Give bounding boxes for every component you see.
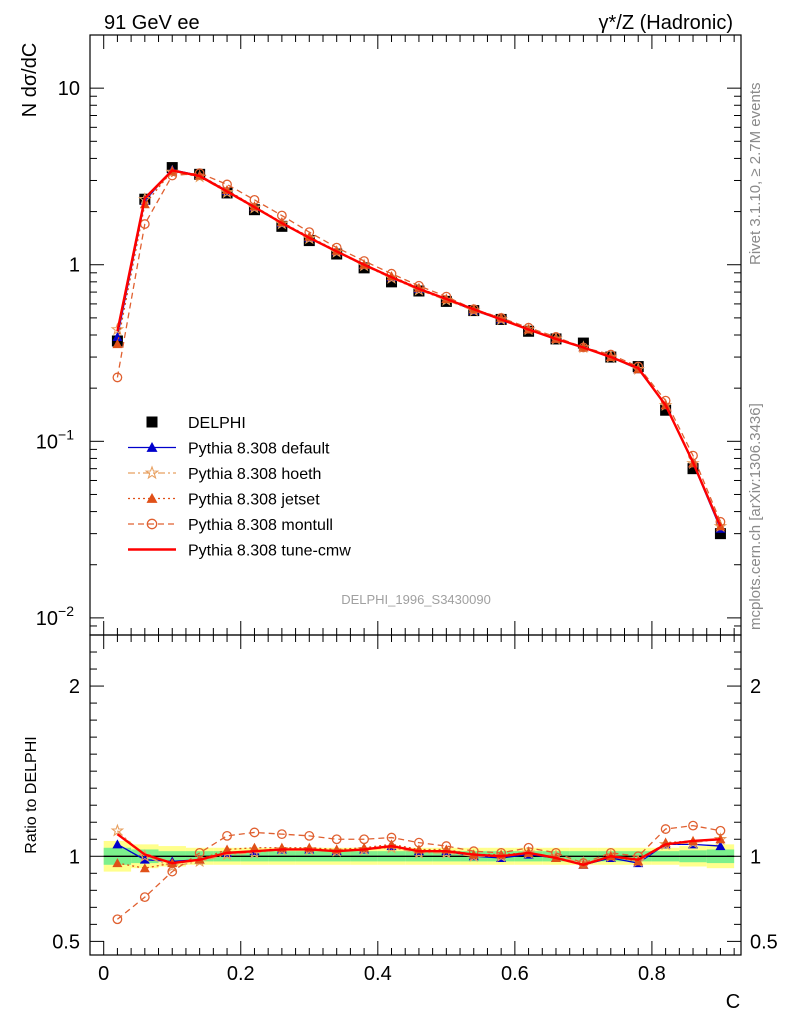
ratio-point-3-3 <box>194 847 205 858</box>
ratio-point-3-4 <box>222 830 232 841</box>
ratio-point-3-2 <box>167 866 178 877</box>
main-panel: 10 1 10−1 10−2 N dσ/dC <box>19 34 742 636</box>
legend: DELPHI Pythia 8.308 default Pythia 8.308 h… <box>128 415 351 560</box>
main-point-1-0 <box>112 331 123 341</box>
main-series-line-4 <box>116 172 722 523</box>
ratio-point-2-5 <box>249 842 260 852</box>
ratio-point-3-22 <box>715 825 726 836</box>
legend-marker-0 <box>146 416 158 428</box>
main-ylabel: N dσ/dC <box>19 43 41 118</box>
xtick-label: 0.6 <box>501 963 529 985</box>
ratio-point-1-0 <box>110 823 125 837</box>
ratio-point-3-1 <box>139 892 150 903</box>
main-point-4-4 <box>222 179 232 190</box>
main-point-4-5 <box>249 194 260 205</box>
main-point-0-21 <box>687 463 699 475</box>
mcplots-label: mcplots.cern.ch [arXiv:1306.3436] <box>747 403 764 630</box>
watermark: DELPHI_1996_S3430090 <box>341 592 491 607</box>
legend-marker-4 <box>146 518 158 530</box>
ratio-point-0-0 <box>112 839 123 849</box>
header-right: γ*/Z (Hadronic) <box>599 12 733 34</box>
main-point-0-22 <box>714 528 726 540</box>
ratio-series-line-3 <box>117 824 721 920</box>
legend-marker-1 <box>146 442 158 452</box>
legend-label-5: Pythia 8.308 tune-cmw <box>188 543 351 560</box>
xtick-label: 0 <box>98 963 109 985</box>
ratio-point-2-22 <box>715 834 726 844</box>
legend-item-0: DELPHI <box>146 415 246 432</box>
main-series-line-5 <box>116 169 722 527</box>
ratio-series-4 <box>116 833 721 867</box>
ratio-ytick-label-right: 1 <box>750 846 761 868</box>
legend-label-2: Pythia 8.308 hoeth <box>188 466 321 483</box>
main-point-4-17 <box>578 342 589 353</box>
main-point-4-0 <box>112 372 123 383</box>
ratio-point-3-7 <box>304 830 315 841</box>
ratio-point-3-10 <box>386 832 397 843</box>
main-ytick-label: 10−2 <box>36 603 74 630</box>
ratio-series-line-4 <box>116 833 721 867</box>
ratio-point-2-4 <box>222 844 233 854</box>
ratio-point-3-11 <box>414 837 424 848</box>
main-point-4-7 <box>304 227 315 238</box>
main-point-4-6 <box>276 210 287 221</box>
xtick-label: 0.8 <box>638 963 666 985</box>
main-point-0-20 <box>660 404 672 416</box>
ratio-point-3-20 <box>660 824 671 834</box>
main-ytick-label: 1 <box>69 255 80 277</box>
header-left: 91 GeV ee <box>104 12 200 34</box>
legend-item-1: Pythia 8.308 default <box>128 441 330 458</box>
legend-label-4: Pythia 8.308 montull <box>188 517 333 534</box>
ratio-ytick-label: 2 <box>69 676 80 698</box>
legend-marker-2 <box>144 465 160 480</box>
main-point-0-10 <box>386 276 398 288</box>
ratio-panel: 0.5 0.51 12 20 0.2 0.4 0.6 0.8 Ratio to DELPHI … <box>23 634 778 1013</box>
legend-label-3: Pythia 8.308 jetset <box>188 492 320 509</box>
ratio-ytick-label-right: 2 <box>750 676 761 698</box>
main-point-4-3 <box>194 168 205 179</box>
legend-item-3: Pythia 8.308 jetset <box>128 492 320 509</box>
ratio-series-3 <box>112 820 726 925</box>
ratio-point-3-9 <box>359 834 370 845</box>
legend-item-5: Pythia 8.308 tune-cmw <box>128 543 351 560</box>
main-ytick-label: 10−1 <box>36 426 74 453</box>
legend-label-1: Pythia 8.308 default <box>188 441 330 458</box>
main-series-5 <box>116 169 722 527</box>
xtick-label: 0.2 <box>227 963 255 985</box>
ratio-frame <box>89 634 742 956</box>
ratio-point-3-8 <box>331 834 342 845</box>
xtick-label: 0.4 <box>364 963 392 985</box>
legend-label-0: DELPHI <box>188 415 246 432</box>
legend-item-4: Pythia 8.308 montull <box>128 517 333 534</box>
ratio-point-3-0 <box>112 914 123 925</box>
legend-item-2: Pythia 8.308 hoeth <box>128 465 321 483</box>
xlabel: C <box>726 991 740 1013</box>
main-point-3-0 <box>112 339 123 349</box>
ratio-point-2-1 <box>139 863 150 873</box>
ratio-ytick-label: 0.5 <box>52 931 80 953</box>
ratio-ytick-label: 1 <box>69 846 80 868</box>
ratio-ylabel: Ratio to DELPHI <box>23 736 40 853</box>
legend-marker-3 <box>146 493 158 503</box>
ratio-point-1-2 <box>165 859 180 873</box>
ratio-point-3-5 <box>249 827 260 838</box>
rivet-label: Rivet 3.1.10, ≥ 2.7M events <box>747 83 764 266</box>
ratio-point-2-0 <box>112 858 123 868</box>
main-point-2-0 <box>110 322 125 336</box>
main-ytick-label: 10 <box>58 78 80 100</box>
main-point-4-13 <box>468 304 479 315</box>
ratio-point-3-6 <box>276 829 287 840</box>
ratio-ytick-label-right: 0.5 <box>750 931 778 953</box>
ratio-point-0-22 <box>715 841 726 851</box>
ratio-point-3-21 <box>688 820 698 831</box>
